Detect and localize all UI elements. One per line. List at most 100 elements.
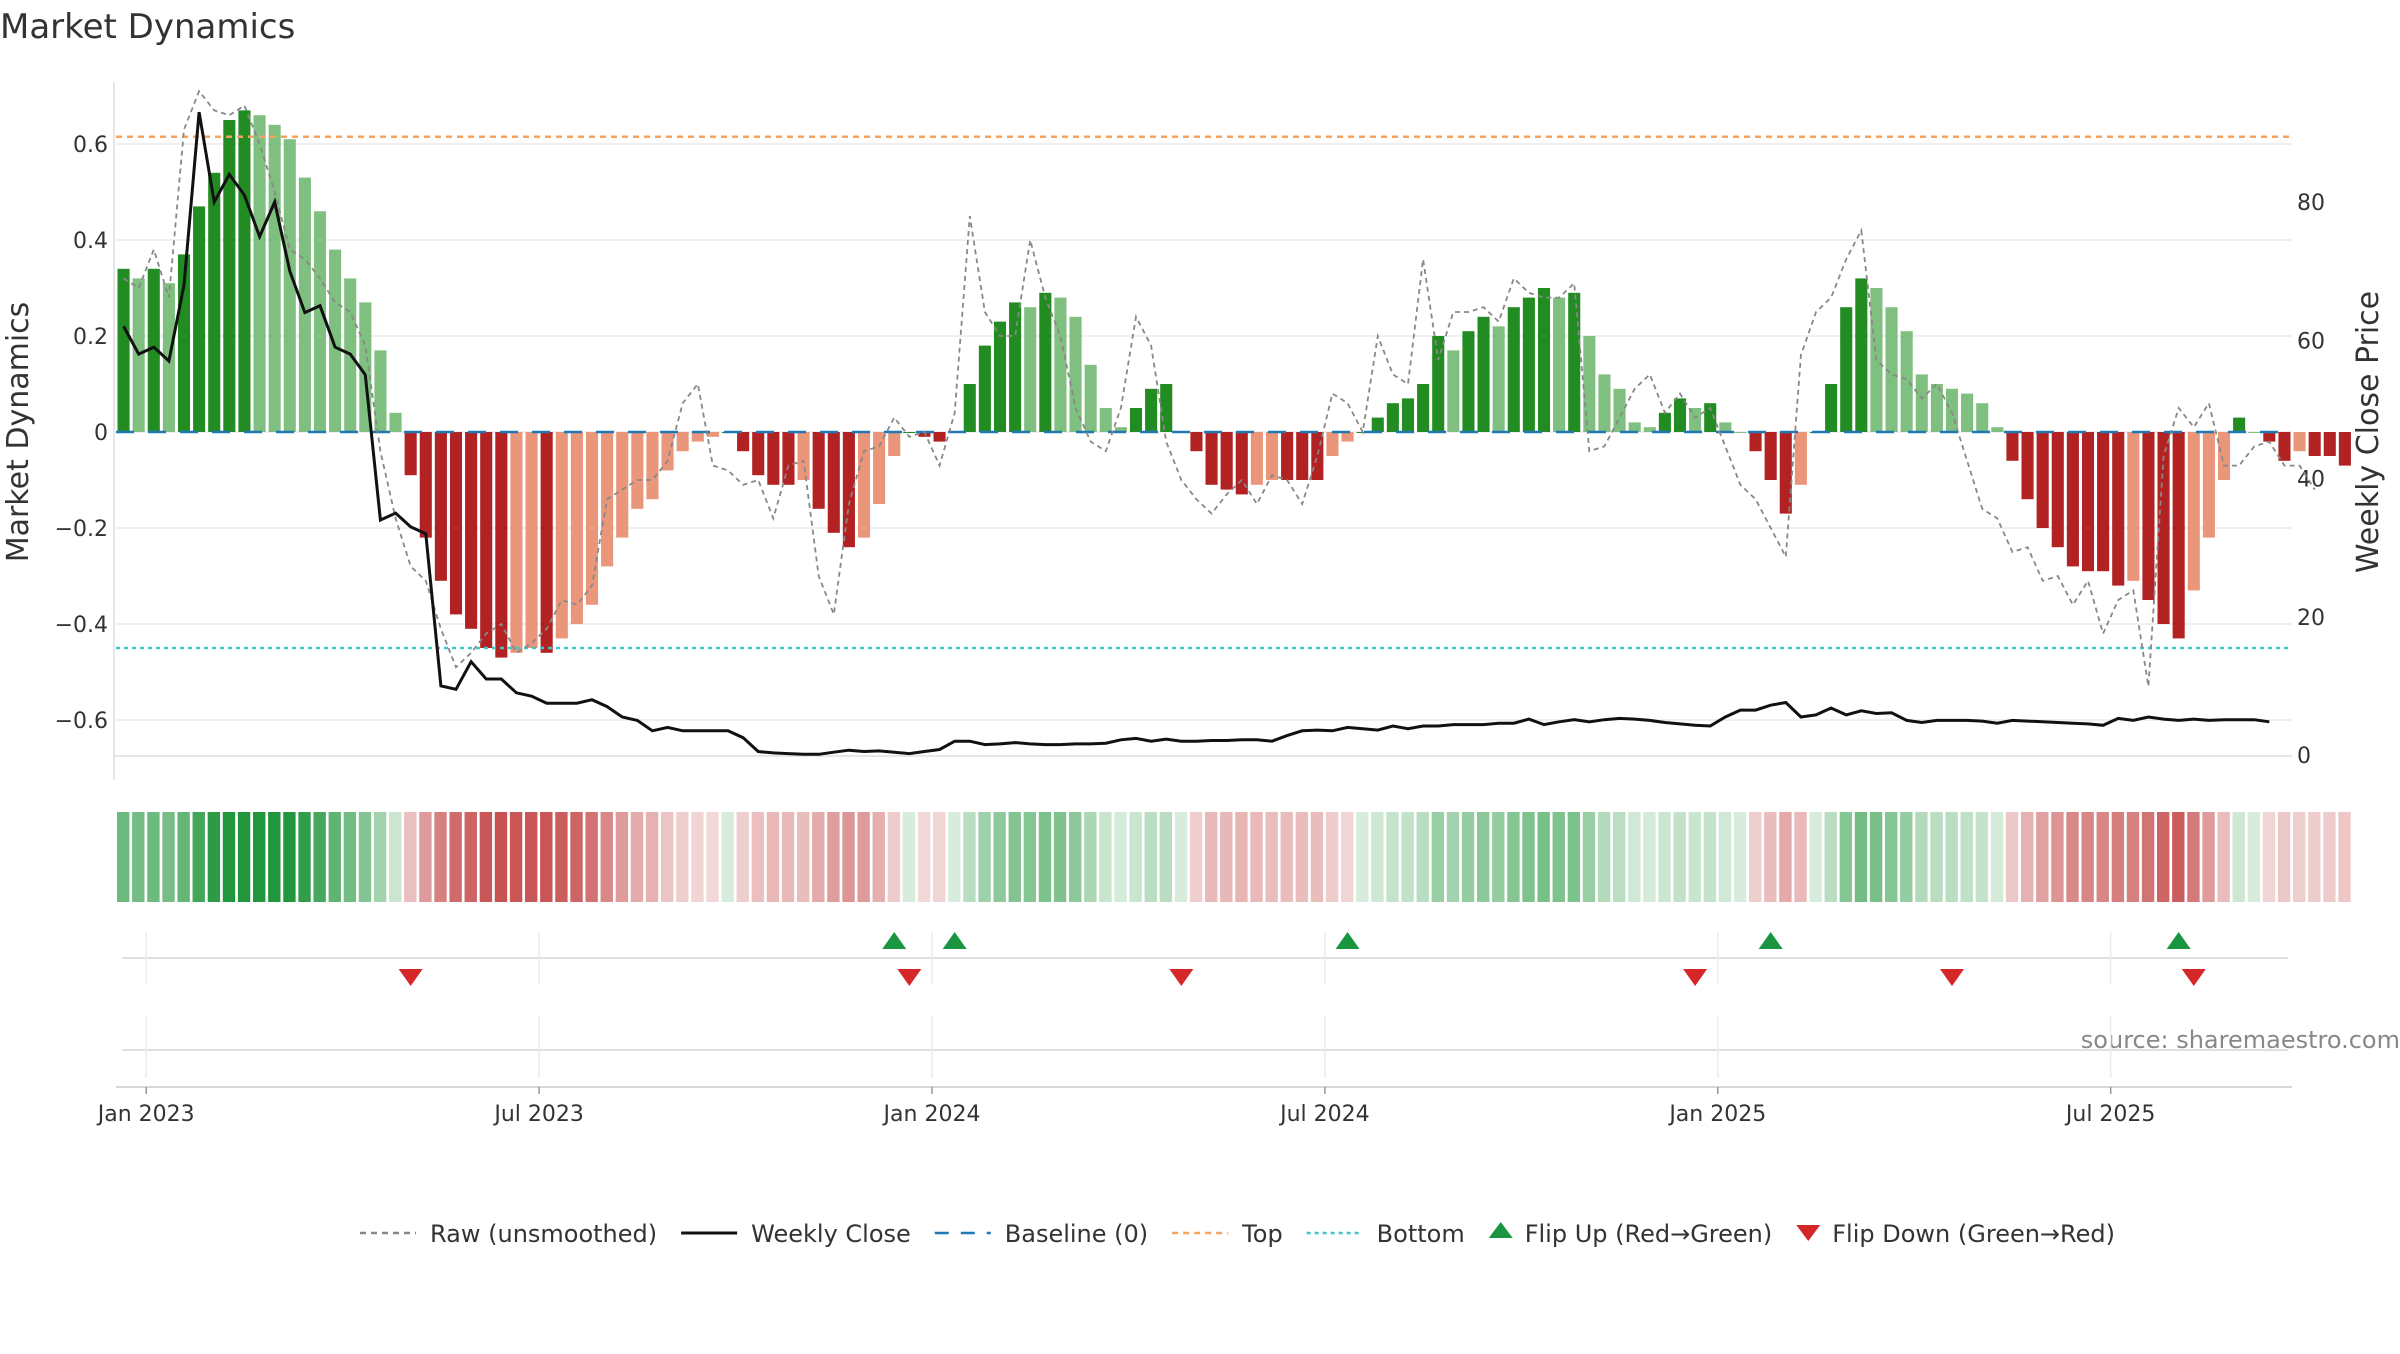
dynamics-bar (1160, 384, 1173, 432)
dynamics-bar (1281, 432, 1294, 480)
regime-cell (2277, 812, 2291, 902)
dynamics-bar (1220, 432, 1233, 490)
legend-item: Weekly Close (681, 1220, 911, 1248)
dynamics-bar (404, 432, 417, 476)
left-tick-label: 0.4 (73, 229, 108, 254)
dynamics-bar (1915, 374, 1928, 432)
legend-label: Top (1241, 1220, 1283, 1248)
regime-cell (1099, 812, 1112, 902)
dynamics-bar (1673, 398, 1687, 432)
regime-cell (509, 812, 523, 902)
dynamics-bar (1114, 427, 1127, 432)
regime-cell (1885, 812, 1898, 902)
regime-cell (1265, 812, 1278, 902)
regime-cell (117, 812, 130, 902)
dynamics-bar (1522, 297, 1535, 432)
dynamics-bar (1825, 384, 1838, 432)
regime-cell (2232, 812, 2245, 902)
dynamics-bar (2338, 432, 2351, 466)
regime-cell (1613, 812, 1626, 902)
right-tick-label: 40 (2297, 468, 2325, 493)
regime-cell (2338, 812, 2351, 902)
dynamics-bar (888, 432, 901, 456)
dynamics-bar (2066, 432, 2079, 567)
regime-cell (404, 812, 417, 902)
regime-cell (842, 812, 855, 902)
regime-cell (1537, 812, 1550, 902)
regime-cell (2036, 812, 2049, 902)
dynamics-bar (1553, 297, 1566, 432)
regime-cell (2293, 812, 2306, 902)
dynamics-bar (117, 268, 130, 432)
regime-cell (2005, 812, 2019, 902)
dynamics-bar (510, 432, 523, 653)
regime-cell (2323, 812, 2336, 902)
dynamics-bar (1477, 316, 1490, 432)
dynamics-bar (737, 432, 750, 452)
regime-cell (207, 812, 221, 902)
regime-cell (525, 812, 538, 902)
dynamics-bar (1689, 408, 1702, 432)
regime-cell (1220, 812, 1233, 902)
flip-up-marker (882, 932, 907, 949)
regime-strip (117, 812, 2351, 902)
dynamics-bar (1492, 326, 1505, 432)
dynamics-bar (1205, 432, 1218, 485)
flip-up-marker (1335, 932, 1360, 949)
regime-cell (661, 812, 674, 902)
regime-cell (902, 812, 916, 902)
regime-cell (2141, 812, 2155, 902)
dynamics-bar (1069, 316, 1082, 432)
dynamics-bar (963, 384, 976, 432)
regime-cell (1809, 812, 1822, 902)
regime-cell (1749, 812, 1762, 902)
regime-cell (600, 812, 613, 902)
dynamics-bar (857, 432, 871, 538)
regime-cell (1371, 812, 1384, 902)
x-tick-label: Jul 2023 (492, 1102, 584, 1127)
dynamics-bar (389, 412, 402, 432)
regime-cell (1839, 812, 1853, 902)
regime-cell (2021, 812, 2034, 902)
x-tick-label: Jan 2024 (882, 1102, 981, 1127)
legend-swatch (1796, 1225, 1821, 1241)
dynamics-bar (1462, 331, 1475, 432)
regime-cell (1310, 812, 1324, 902)
regime-cell (177, 812, 190, 902)
dynamics-bar (661, 432, 674, 471)
dynamics-bar (1704, 403, 1717, 432)
left-tick-label: 0.2 (73, 325, 108, 350)
regime-cell (1764, 812, 1777, 902)
dynamics-bar (1250, 432, 1263, 485)
flip-down-marker (1169, 969, 1194, 986)
right-tick-label: 20 (2297, 606, 2325, 631)
regime-cell (812, 812, 825, 902)
regime-cell (2217, 812, 2230, 902)
dynamics-bar (691, 432, 704, 442)
regime-cell (1567, 812, 1581, 902)
regime-cell (1159, 812, 1173, 902)
dynamics-bar (1084, 364, 1097, 432)
weekly-close-line (122, 111, 2270, 756)
dynamics-bar (1371, 417, 1384, 432)
regime-cell (1824, 812, 1837, 902)
regime-cell (797, 812, 810, 902)
regime-cell (1960, 812, 1973, 902)
dynamics-bar (2021, 432, 2034, 500)
regime-cell (1069, 812, 1082, 902)
legend-item: Bottom (1306, 1220, 1465, 1248)
left-tick-label: −0.2 (55, 517, 108, 542)
regime-cell (373, 812, 387, 902)
regime-cell (434, 812, 447, 902)
dynamics-bar (782, 432, 795, 485)
legend-item: Raw (unsmoothed) (360, 1220, 657, 1248)
regime-cell (1446, 812, 1460, 902)
regime-cell (1174, 812, 1188, 902)
dynamics-bar (238, 110, 251, 433)
legend-label: Baseline (0) (1005, 1220, 1148, 1248)
flip-down-marker (2181, 969, 2206, 986)
dynamics-bar (1900, 331, 1913, 432)
regime-cell (1114, 812, 1127, 902)
flip-down-marker (398, 969, 423, 986)
